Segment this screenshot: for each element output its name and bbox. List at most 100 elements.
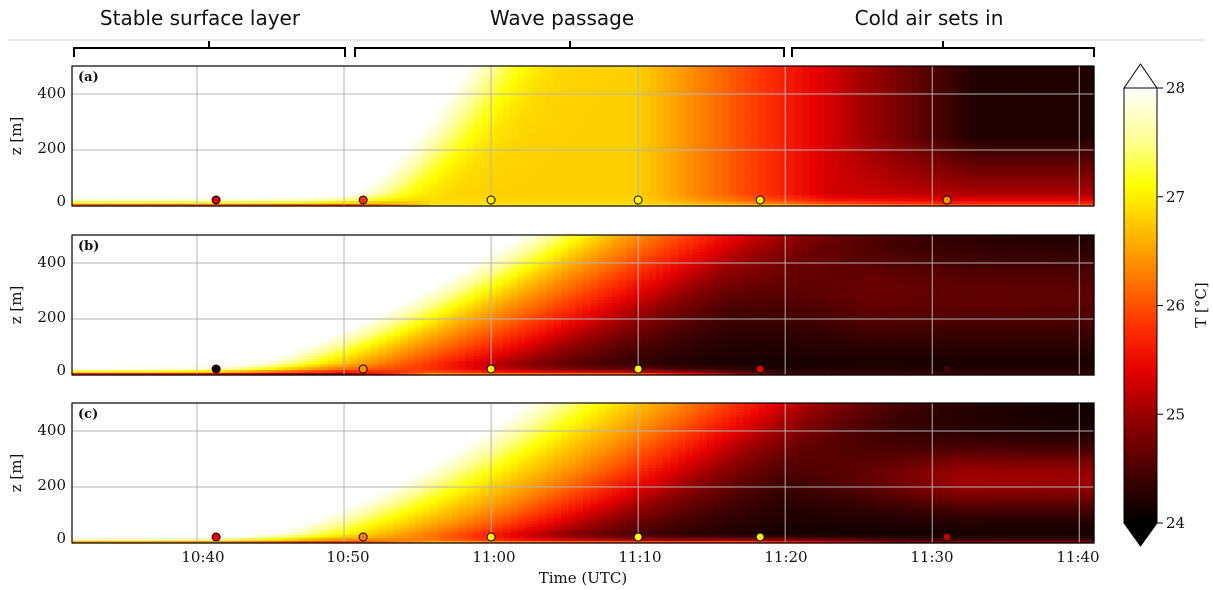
field-cell [312,77,321,81]
field-cell [458,88,467,92]
field-cell [422,178,431,182]
field-cell [480,194,489,199]
field-cell [203,189,212,193]
field-cell [291,71,299,75]
field-cell [590,130,599,134]
field-cell [364,147,372,151]
field-cell [305,82,314,87]
field-cell [561,166,569,171]
field-cell [93,77,102,81]
field-cell [451,102,460,106]
field-cell [619,192,628,196]
field-cell [327,203,336,207]
field-cell [495,71,504,75]
field-cell [283,116,292,120]
field-cell [327,192,336,196]
field-cell [561,186,569,190]
field-cell [254,99,263,103]
field-cell [407,169,416,173]
field-cell [437,172,445,176]
field-cell [115,169,124,173]
field-cell [546,82,555,87]
field-cell [291,116,299,120]
field-cell [342,71,350,75]
field-cell [298,144,307,148]
field-cell [466,186,475,190]
field-cell [225,116,234,120]
field-cell [539,189,548,193]
field-cell [458,122,467,126]
field-cell [145,172,153,176]
field-cell [79,99,88,103]
field-cell [546,122,555,126]
field-cell [466,155,475,159]
field-cell [415,110,423,115]
field-cell [568,66,577,70]
field-cell [225,77,234,81]
field-cell [568,96,577,101]
field-cell [604,158,613,162]
field-cell [115,194,124,199]
field-cell [203,133,212,137]
field-cell [626,164,635,168]
field-cell [539,130,548,134]
field-cell [553,124,562,129]
field-cell [604,68,613,73]
field-cell [159,138,168,143]
field-cell [488,74,496,78]
field-cell [524,102,533,106]
field-cell [604,161,613,165]
field-cell [130,197,139,201]
field-cell [342,164,350,168]
phase-bracket-stable [73,41,346,57]
field-cell [320,180,329,185]
field-cell [305,155,314,159]
field-cell [210,77,219,81]
field-cell [166,161,175,165]
field-cell [130,166,139,171]
field-cell [145,124,153,129]
field-cell [466,200,475,204]
field-cell [166,200,175,204]
field-cell [415,136,423,140]
field-cell [531,166,540,171]
field-cell [101,158,110,162]
field-cell [597,74,606,78]
field-cell [196,130,204,134]
field-cell [232,99,241,103]
field-cell [108,99,117,103]
field-cell [612,102,621,106]
field-cell [473,80,482,84]
field-cell [188,99,197,103]
field-cell [502,141,511,145]
field-cell [93,192,102,196]
field-cell [626,80,635,84]
field-cell [159,147,168,151]
field-cell [145,94,153,98]
field-cell [568,203,577,207]
field-cell [145,136,153,140]
field-cell [283,66,292,70]
field-cell [305,74,314,78]
field-cell [93,169,102,173]
field-cell [305,94,314,98]
field-cell [553,152,562,157]
field-cell [239,122,248,126]
field-cell [269,192,277,196]
field-cell [378,194,387,199]
field-cell [568,133,577,137]
field-cell [364,102,372,106]
field-cell [312,74,321,78]
field-cell [451,108,460,112]
field-cell [510,155,518,159]
field-cell [371,68,380,73]
field-cell [188,186,197,190]
field-cell [626,186,635,190]
field-cell [451,96,460,101]
field-cell [568,158,577,162]
field-cell [101,183,110,187]
field-cell [488,124,496,129]
field-cell [232,169,241,173]
field-cell [451,164,460,168]
field-cell [597,85,606,89]
